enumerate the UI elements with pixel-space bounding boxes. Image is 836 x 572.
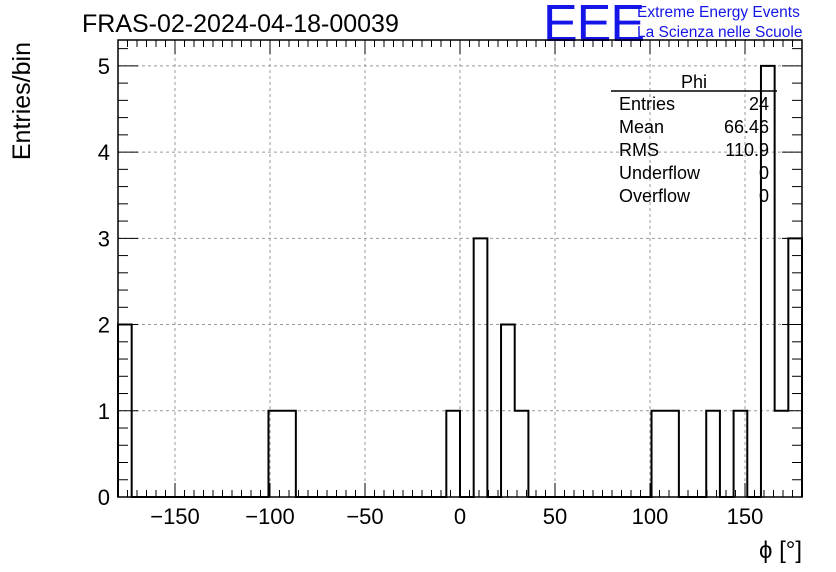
stats-value: 0	[759, 186, 769, 206]
stats-label: RMS	[619, 140, 659, 160]
y-tick-label: 2	[98, 313, 110, 338]
y-axis-label: Entries/bin	[8, 42, 36, 160]
stats-value: 110.9	[725, 140, 769, 160]
y-tick-label: 3	[98, 226, 110, 251]
x-tick-label: −50	[346, 504, 383, 529]
label-layer: −150 −100 −50 0 50 100 150 0 1 2 3 4 5 ϕ [°] Entries/b…	[8, 42, 802, 564]
x-tick-label: −100	[245, 504, 295, 529]
y-tick-label: 1	[98, 399, 110, 424]
stats-value: 0	[759, 163, 769, 183]
histogram-bin	[515, 411, 529, 497]
x-tick-label: 150	[727, 504, 764, 529]
stats-label: Overflow	[619, 186, 691, 206]
x-axis-label: ϕ [°]	[759, 537, 802, 564]
histogram-bin	[282, 411, 296, 497]
x-tick-label: 50	[543, 504, 567, 529]
stats-value: 66.46	[724, 117, 769, 137]
x-tick-label: −150	[150, 504, 200, 529]
y-tick-label: 5	[98, 54, 110, 79]
histogram-bin	[775, 411, 789, 497]
x-tick-label: 100	[632, 504, 669, 529]
stats-box: Phi Entries 24 Mean 66.46 RMS 110.9 Underflow 0 O…	[611, 72, 777, 206]
y-tick-label: 4	[98, 140, 110, 165]
histogram-bin	[665, 411, 679, 497]
histogram-bin	[788, 238, 802, 497]
y-tick-label: 0	[98, 485, 110, 510]
stats-value: 24	[749, 94, 769, 114]
histogram-bin	[268, 411, 282, 497]
x-tick-label: 0	[454, 504, 466, 529]
histogram-bin	[652, 411, 666, 497]
histogram-bin	[706, 411, 720, 497]
stats-label: Underflow	[619, 163, 701, 183]
stats-label: Entries	[619, 94, 675, 114]
histogram-bin	[446, 411, 460, 497]
histogram-bin	[474, 238, 488, 497]
stats-title: Phi	[681, 72, 707, 92]
stats-label: Mean	[619, 117, 664, 137]
